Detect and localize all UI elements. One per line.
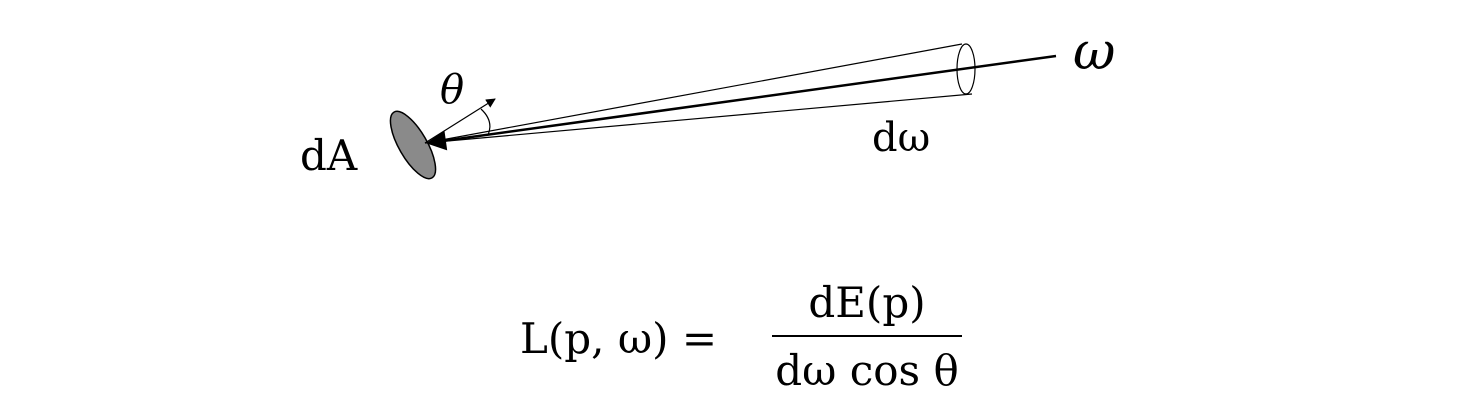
equation-denominator: dω cos θ <box>775 346 959 395</box>
equation-numerator: dE(p) <box>808 278 926 327</box>
cone-lower-edge <box>424 93 973 144</box>
area-element-label: dA <box>300 131 358 180</box>
theta-label: θ <box>440 67 465 113</box>
direction-omega-label: ω <box>1073 22 1116 82</box>
solid-angle-label: dω <box>872 115 931 161</box>
surface-patch-dA <box>389 110 437 180</box>
fraction-bar <box>772 335 962 337</box>
cone-upper-edge <box>424 43 963 144</box>
direction-omega-ray <box>426 54 1057 151</box>
theta-angle-arc <box>480 108 491 136</box>
equation-lhs: L(p, ω) = <box>520 314 718 363</box>
surface-normal-arrow <box>424 98 496 144</box>
